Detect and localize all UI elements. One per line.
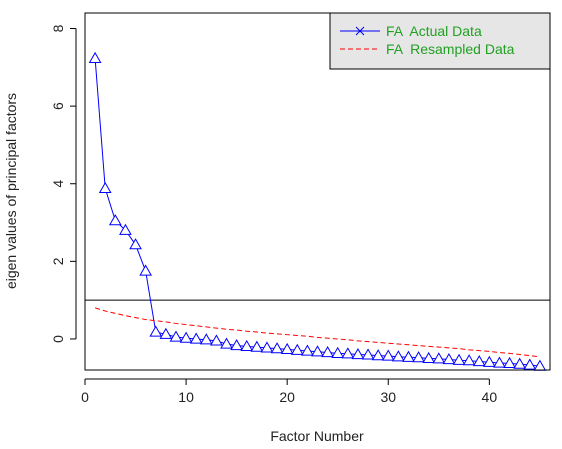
x-tick-label: 40 [482,389,498,405]
data-point [169,330,183,342]
data-point [301,344,314,356]
data-point [240,339,254,351]
y-tick-label: 4 [50,180,66,188]
data-point [189,332,203,344]
data-point [280,342,294,355]
data-point [503,356,516,369]
data-point [371,349,385,361]
data-point [412,351,425,363]
data-point [392,350,405,362]
data-point [129,238,142,250]
data-point [482,355,496,367]
data-point [119,223,132,235]
data-point [98,181,112,194]
data-point [442,353,456,365]
x-axis-label: Factor Number [270,428,364,444]
data-point [452,353,466,365]
data-point [260,341,274,353]
data-point [139,264,153,276]
data-point [199,333,213,345]
data-point [311,345,324,357]
y-tick-label: 8 [50,24,66,32]
data-point [351,347,365,360]
data-point [179,331,193,343]
data-point [422,351,436,363]
data-point [290,343,304,355]
data-point [270,342,284,354]
legend-marker [355,26,365,36]
data-point [513,357,527,369]
data-point [381,349,395,361]
series-line [94,307,540,358]
data-point [472,354,486,367]
data-point [220,337,233,349]
plot-background [85,13,550,370]
data-point [159,327,173,339]
x-tick-label: 0 [81,389,89,405]
data-point [230,339,243,351]
legend-box [329,12,551,70]
data-point [361,348,375,360]
y-tick-label: 0 [50,335,66,343]
legend-label: FA Actual Data [386,23,482,39]
x-tick-label: 30 [380,389,396,405]
data-point [341,347,355,359]
data-point [250,340,264,352]
data-point [149,325,163,337]
data-point [432,352,446,364]
data-point [108,214,122,226]
data-point [493,356,506,368]
data-point [88,51,102,64]
legend-label: FA Resampled Data [386,41,515,57]
y-tick-label: 6 [50,102,66,110]
data-point [462,354,476,366]
x-tick-label: 20 [279,389,295,405]
data-point [402,350,415,362]
data-point [321,346,334,358]
data-point [523,358,537,370]
y-tick-label: 2 [50,257,66,265]
y-axis-label: eigen values of principal factors [3,93,19,289]
data-point [331,346,345,358]
data-point [210,334,223,346]
plot-box [84,12,551,371]
x-tick-label: 10 [178,389,194,405]
